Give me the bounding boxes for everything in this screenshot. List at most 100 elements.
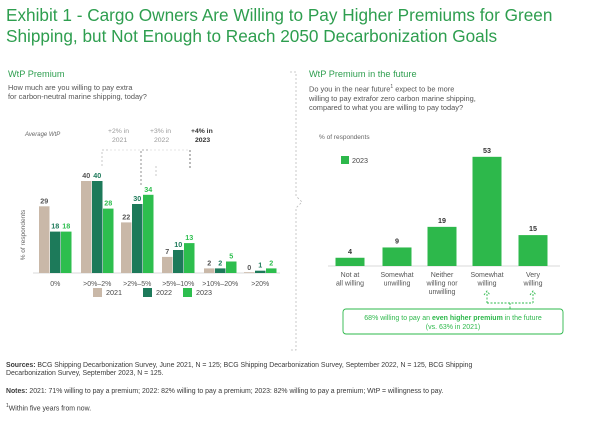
exhibit-title-line-1: Exhibit 1 - Cargo Owners Are Willing to …	[6, 5, 553, 25]
right-legend-label: 2023	[352, 156, 368, 165]
right-category-label-2-2: unwilling	[429, 289, 456, 296]
left-category-label-0: 0%	[50, 281, 60, 288]
average-wtp-2-line1: +4% in	[191, 128, 213, 135]
bar-value-2023-1: 28	[104, 199, 112, 208]
panel-divider-bracket	[290, 71, 303, 351]
bar-value-2021-5: 0	[247, 263, 251, 272]
left-question: How much are you willing to pay extra fo…	[8, 83, 147, 101]
bar-value-2021-3: 7	[165, 247, 169, 256]
bar-value-2021-2: 22	[122, 212, 130, 221]
bar-2021-2	[121, 222, 132, 273]
right-category-label-2-1: willing nor	[425, 281, 458, 288]
bar-value-2023-5: 2	[269, 258, 273, 267]
left-category-label-1: >0%–2%	[83, 281, 111, 288]
average-wtp-2-line2: 2023	[195, 137, 210, 144]
legend-label-2023: 2023	[196, 288, 212, 297]
bar-2021-3	[162, 256, 173, 273]
right-y-axis-label: % of respondents	[319, 134, 370, 141]
right-bar-4	[518, 235, 548, 266]
bar-2022-2	[132, 204, 143, 273]
average-wtp-0-line1: +2% in	[108, 128, 129, 135]
right-question: Do you in the near future1 expect to be …	[309, 83, 476, 112]
left-question-line-2: for carbon-neutral marine shipping, toda…	[8, 92, 147, 102]
bar-value-2022-4: 2	[218, 258, 222, 267]
right-question-line-3: compared to what you are willing to pay …	[309, 102, 464, 112]
bar-2022-3	[173, 250, 184, 273]
bar-value-2021-4: 2	[207, 258, 211, 267]
bar-value-2022-3: 10	[174, 240, 182, 249]
callout-line-1: 68% willing to pay an even higher premiu…	[364, 315, 542, 322]
right-category-label-4-0: Very	[526, 272, 541, 279]
right-legend-swatch	[341, 156, 349, 164]
legend-swatch-2021	[93, 288, 102, 297]
bar-value-2022-0: 18	[51, 222, 59, 231]
left-category-label-5: >20%	[251, 281, 269, 288]
right-bar-value-2: 19	[438, 216, 446, 225]
sources-text-2: Decarbonization Survey, September 2023, …	[6, 370, 164, 378]
right-bar-value-3: 53	[483, 146, 491, 155]
legend-label-2022: 2022	[156, 288, 172, 297]
callout-line-2: (vs. 63% in 2021)	[426, 324, 480, 331]
avg-connector-2021	[101, 149, 108, 166]
bar-2023-5	[266, 268, 277, 273]
bar-2023-1	[103, 208, 114, 273]
sources-label: Sources:	[6, 362, 36, 369]
right-bar-1	[382, 247, 412, 266]
left-y-axis-label: % of respondents	[20, 209, 27, 260]
bar-value-2023-3: 13	[185, 233, 193, 242]
bar-2022-5	[255, 270, 266, 273]
sources-text-1: BCG Shipping Decarbonization Survey, Jun…	[35, 362, 473, 369]
bar-value-2022-1: 40	[93, 171, 101, 180]
bar-value-2022-5: 1	[258, 261, 262, 270]
right-bar-2	[427, 226, 457, 266]
left-panel-title: WtP Premium	[8, 69, 65, 79]
right-category-label-3-1: willing	[476, 281, 496, 288]
legend-swatch-2022	[143, 288, 152, 297]
callout-box	[342, 308, 564, 335]
footnote-text: Within five years from now.	[8, 405, 92, 413]
right-category-label-0-1: all willing	[336, 281, 364, 288]
left-category-label-2: >2%–5%	[123, 281, 151, 288]
right-category-label-0-0: Not at	[341, 272, 360, 279]
callout-arrow-somewhat	[483, 290, 491, 303]
right-category-label-3-0: Somewhat	[470, 272, 503, 279]
left-category-label-3: >5%–10%	[162, 281, 194, 288]
legend-swatch-2023	[183, 288, 192, 297]
bar-value-2022-2: 30	[133, 194, 141, 203]
right-question-line-2: willing to pay extrafor zero carbon mari…	[309, 93, 476, 103]
callout-arrow-very	[529, 290, 537, 303]
bar-2021-1	[81, 181, 92, 273]
right-bar-0	[335, 257, 365, 266]
average-wtp-label: Average WtP	[24, 132, 60, 138]
right-question-line-1: Do you in the near future1 expect to be …	[309, 84, 455, 94]
bar-2023-4	[226, 261, 237, 273]
bar-2021-4	[204, 268, 215, 273]
bar-2023-0	[61, 231, 72, 273]
right-category-label-1-0: Somewhat	[380, 272, 413, 279]
right-category-label-2-0: Neither	[431, 272, 454, 279]
footnote-marker: 1	[390, 84, 394, 90]
exhibit-title-line-2: Shipping, but Not Enough to Reach 2050 D…	[6, 26, 498, 46]
bar-value-2021-0: 29	[40, 196, 48, 205]
right-bar-value-1: 9	[395, 236, 399, 245]
bar-value-2023-4: 5	[229, 252, 233, 261]
avg-connector-2022	[140, 149, 150, 185]
notes-text: 2021: 71% willing to pay a premium; 2022…	[27, 388, 444, 395]
exhibit-title: Exhibit 1 - Cargo Owners Are Willing to …	[6, 5, 586, 47]
left-category-label-4: >10%–20%	[202, 281, 238, 288]
right-bar-value-0: 4	[348, 247, 352, 256]
average-wtp-1-line1: +3% in	[150, 128, 171, 135]
footer-footnote: 1Within five years from now.	[6, 402, 586, 414]
bar-value-2023-2: 34	[144, 185, 152, 194]
bar-value-2021-1: 40	[82, 171, 90, 180]
footer-sources: Sources: BCG Shipping Decarbonization Su…	[6, 362, 586, 379]
right-category-label-4-1: willing	[522, 281, 542, 288]
footer-notes: Notes: 2021: 71% willing to pay a premiu…	[6, 388, 586, 396]
bar-2022-4	[215, 268, 226, 273]
average-wtp-1-line2: 2022	[154, 137, 169, 144]
bar-2022-1	[92, 181, 103, 273]
bar-2023-3	[184, 243, 195, 273]
callout-connector	[487, 302, 533, 309]
average-wtp-0-line2: 2021	[112, 137, 127, 144]
